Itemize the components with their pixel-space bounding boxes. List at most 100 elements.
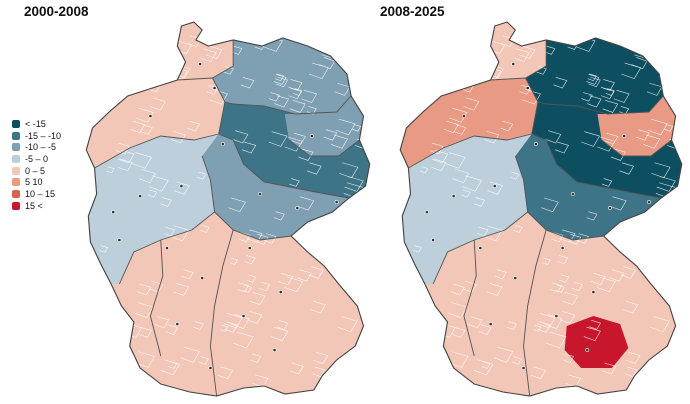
district-border xyxy=(656,176,676,192)
district-border xyxy=(461,189,471,198)
state-border xyxy=(218,133,350,199)
city-dot xyxy=(175,322,180,326)
state-border xyxy=(209,229,234,397)
district-border xyxy=(648,383,663,396)
district-border xyxy=(602,362,617,375)
district-border xyxy=(431,149,449,164)
district-border xyxy=(433,359,454,376)
district-border xyxy=(602,99,619,113)
district-border xyxy=(231,45,243,55)
district-border xyxy=(546,331,567,349)
district-border xyxy=(643,134,661,149)
region-munich xyxy=(251,316,316,368)
legend-item: < -15 xyxy=(12,118,61,130)
district-border xyxy=(249,291,266,306)
district-border xyxy=(87,272,108,289)
district-border xyxy=(494,269,507,280)
city-dot xyxy=(148,114,153,118)
city-dot xyxy=(179,184,184,188)
city-dot xyxy=(111,210,116,214)
district-border xyxy=(111,92,123,103)
district-border xyxy=(206,45,223,60)
district-border xyxy=(219,324,229,332)
state-border xyxy=(224,95,352,115)
district-border xyxy=(258,24,276,39)
district-border xyxy=(289,99,306,113)
district-border xyxy=(252,374,269,388)
district-border xyxy=(483,225,503,242)
district-border xyxy=(519,45,536,60)
district-border xyxy=(244,255,256,265)
district-border xyxy=(313,392,323,396)
district-border xyxy=(676,365,682,379)
city-dot xyxy=(461,114,466,118)
city-dot xyxy=(521,366,526,370)
city-dot xyxy=(200,276,205,280)
map-title-2000-2008: 2000-2008 xyxy=(24,4,89,19)
district-border xyxy=(664,350,682,366)
district-border xyxy=(545,130,562,144)
district-border xyxy=(646,82,663,96)
district-border xyxy=(161,29,175,41)
region-munich xyxy=(564,316,629,368)
district-border xyxy=(506,321,517,330)
legend-item: -10 – -5 xyxy=(12,141,61,153)
district-border xyxy=(468,316,483,329)
legend-swatch xyxy=(12,201,20,210)
region-berlin-ring xyxy=(597,96,676,156)
state-border xyxy=(463,239,477,357)
district-border xyxy=(462,175,483,192)
district-border xyxy=(636,36,654,51)
city-dot xyxy=(560,246,565,250)
legend-swatch xyxy=(12,154,20,163)
district-border xyxy=(344,176,364,192)
district-border xyxy=(450,283,465,296)
district-border xyxy=(275,73,285,82)
city-dot xyxy=(138,194,143,198)
district-border xyxy=(160,359,180,376)
district-border xyxy=(609,196,627,211)
district-border xyxy=(571,281,583,292)
district-border xyxy=(462,280,477,293)
district-border xyxy=(662,42,677,56)
district-border xyxy=(519,85,532,95)
district-border xyxy=(106,166,115,174)
district-border xyxy=(625,366,638,377)
district-border xyxy=(570,24,588,39)
city-dot xyxy=(431,238,436,242)
district-border xyxy=(408,83,418,92)
district-border xyxy=(413,245,422,253)
district-border xyxy=(274,95,289,108)
district-border xyxy=(601,178,613,187)
district-border xyxy=(625,351,641,364)
district-border xyxy=(401,272,422,289)
district-border xyxy=(228,197,246,213)
district-border xyxy=(500,35,515,48)
state-border xyxy=(514,155,604,241)
district-border xyxy=(108,307,121,317)
district-border xyxy=(559,274,570,283)
district-border xyxy=(324,36,342,51)
district-border xyxy=(301,90,318,103)
district-border xyxy=(247,311,263,324)
district-border xyxy=(250,353,262,363)
city-dot xyxy=(492,184,497,188)
district-border xyxy=(165,324,179,335)
region-south-west xyxy=(119,212,234,396)
district-border xyxy=(334,82,351,96)
district-border xyxy=(554,141,569,154)
district-border xyxy=(200,225,210,233)
district-border xyxy=(600,87,615,100)
district-border xyxy=(173,283,190,296)
district-border xyxy=(229,257,238,265)
district-border xyxy=(308,27,325,41)
state-border xyxy=(537,95,664,115)
state-border xyxy=(523,229,547,397)
district-border xyxy=(509,171,520,180)
district-border xyxy=(150,97,166,111)
district-border xyxy=(433,51,450,66)
state-border xyxy=(212,40,234,79)
map-svg xyxy=(85,21,371,397)
district-border xyxy=(636,129,650,141)
city-dot xyxy=(220,142,225,146)
